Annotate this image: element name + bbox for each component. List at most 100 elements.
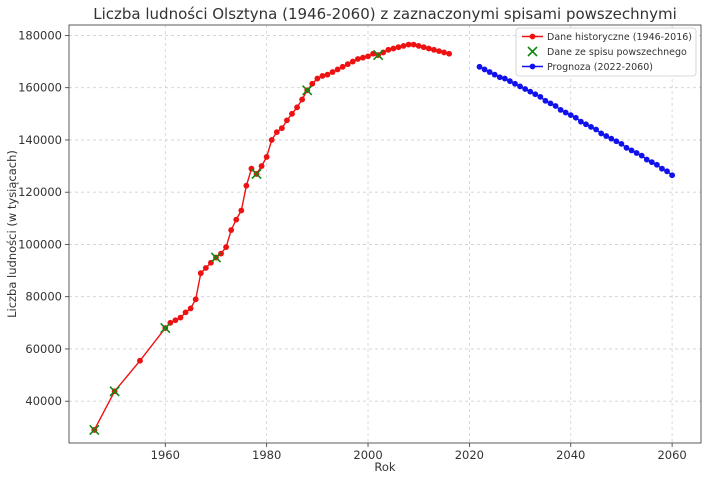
census-marker	[302, 85, 313, 96]
legend-swatch-historical	[522, 33, 543, 40]
forecast-point	[654, 161, 660, 168]
forecast-point	[512, 80, 518, 87]
y-tick-label: 160000	[18, 81, 62, 95]
forecast-point	[507, 78, 513, 85]
forecast-point	[598, 130, 605, 137]
data-series	[89, 41, 676, 436]
historical-point	[233, 216, 240, 223]
historical-point	[284, 117, 290, 124]
legend-swatches	[522, 33, 543, 70]
forecast-point	[633, 150, 640, 156]
census-marker	[109, 386, 120, 397]
forecast-point	[547, 100, 554, 107]
x-tick-label: 2020	[455, 448, 484, 462]
forecast-point	[583, 121, 589, 128]
historical-point	[197, 270, 204, 277]
legend: Dane historyczne (1946-2016) Dane ze spi…	[515, 27, 697, 77]
forecast-point	[613, 138, 620, 145]
forecast-point	[527, 88, 534, 95]
forecast-point	[669, 172, 676, 179]
census-marker	[210, 252, 222, 263]
historical-point	[344, 61, 351, 68]
census-marker	[372, 49, 384, 61]
historical-point	[202, 265, 209, 271]
y-tick-label: 120000	[18, 185, 62, 199]
legend-swatch-census	[527, 46, 538, 57]
forecast-point	[638, 152, 645, 159]
historical-point	[390, 45, 397, 52]
census-marker	[89, 424, 100, 436]
forecast-point	[481, 66, 488, 73]
historical-point	[187, 305, 194, 312]
x-axis-label: Rok	[374, 460, 396, 474]
historical-point	[324, 71, 331, 78]
forecast-point	[537, 93, 544, 100]
forecast-point	[522, 86, 529, 92]
historical-point	[436, 48, 442, 55]
forecast-point	[608, 135, 615, 142]
historical-point	[258, 163, 265, 169]
historical-point	[192, 296, 199, 303]
y-tick-label: 140000	[18, 133, 62, 147]
x-tick-label: 2040	[556, 448, 585, 462]
historical-point	[273, 129, 280, 136]
grid-lines	[69, 25, 701, 443]
legend-label-forecast: Prognoza (2022-2060)	[547, 62, 653, 73]
historical-point	[263, 154, 270, 160]
forecast-point	[496, 74, 503, 81]
historical-point	[243, 182, 250, 189]
forecast-point	[557, 107, 564, 113]
forecast-point	[562, 109, 569, 116]
forecast-point	[476, 63, 483, 70]
forecast-point	[648, 159, 655, 166]
historical-point	[400, 43, 407, 49]
historical-point	[137, 357, 143, 364]
historical-point	[294, 104, 300, 111]
historical-point	[349, 58, 356, 65]
historical-point	[228, 227, 235, 233]
historical-point	[425, 45, 432, 52]
y-tick-label: 40000	[25, 394, 62, 408]
historical-point	[354, 56, 361, 62]
forecast-point	[643, 156, 650, 163]
historical-point	[289, 110, 295, 117]
forecast-point	[567, 112, 574, 119]
y-tick-label: 180000	[18, 28, 62, 42]
forecast-point	[628, 147, 635, 154]
historical-point	[446, 50, 453, 57]
historical-point	[278, 125, 285, 132]
chart-title: Liczba ludności Olsztyna (1946-2060) z z…	[93, 5, 677, 23]
plot-area-frame	[68, 24, 702, 444]
historical-line	[93, 43, 450, 431]
historical-point	[420, 44, 427, 51]
historical-point	[339, 63, 346, 70]
historical-point	[299, 96, 306, 103]
historical-point	[314, 75, 321, 82]
historical-point	[238, 207, 245, 214]
historical-point	[360, 54, 366, 61]
forecast-point	[486, 69, 493, 75]
historical-point	[182, 309, 189, 316]
axis-ticks: 1960 1980 2000 2020 2040 2060 40000 60000 80000 1…	[18, 28, 687, 462]
x-tick-label: 1960	[151, 448, 180, 462]
historical-point	[405, 41, 412, 48]
historical-point	[268, 137, 275, 143]
forecast-point	[501, 75, 508, 82]
legend-label-historical: Dane historyczne (1946-2016)	[547, 32, 692, 43]
legend-swatch-forecast	[522, 63, 543, 70]
y-axis-label: Liczba ludności (w tysiącach)	[5, 150, 19, 318]
forecast-point	[623, 144, 630, 151]
forecast-point	[517, 83, 523, 90]
x-tick-label: 1980	[252, 448, 281, 462]
historical-point	[385, 46, 392, 53]
historical-point	[395, 44, 402, 51]
forecast-point	[542, 97, 549, 104]
legend-label-census: Dane ze spisu powszechnego	[547, 47, 687, 58]
y-tick-label: 80000	[25, 290, 62, 304]
forecast-point	[572, 114, 579, 121]
historical-point	[415, 43, 422, 49]
historical-point	[441, 49, 447, 56]
historical-point	[172, 317, 179, 324]
x-tick-label: 2060	[657, 448, 686, 462]
